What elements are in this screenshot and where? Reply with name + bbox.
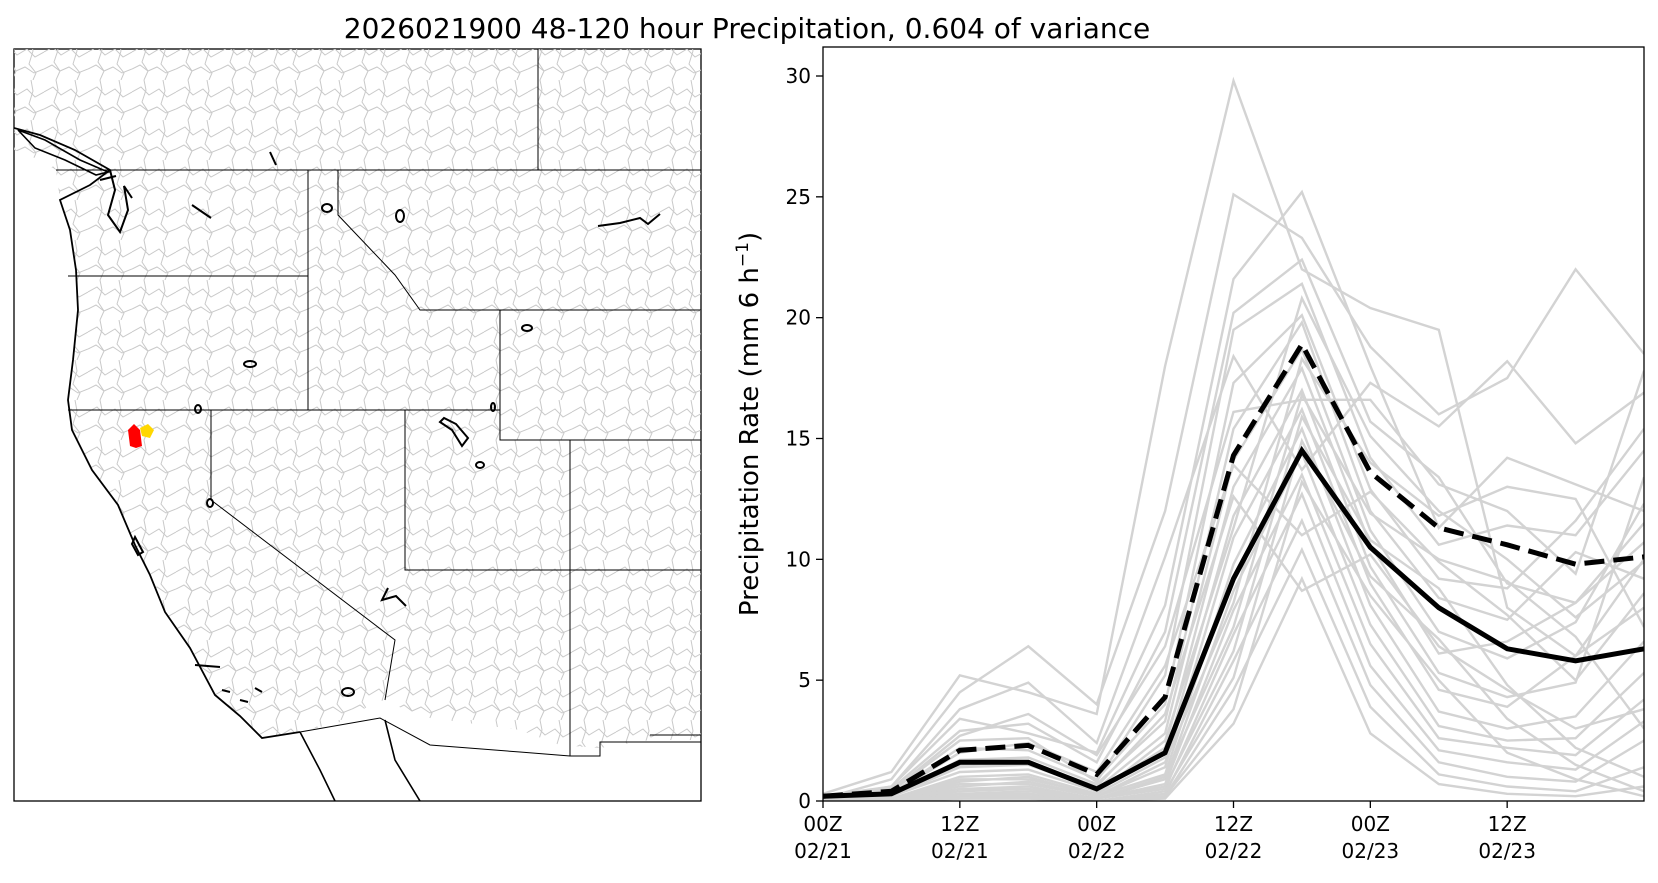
x-axis-ticks: 00Z 02/21 12Z 02/21 00Z 02/22 12Z 02/22 00Z 02/23…: [794, 801, 1536, 863]
figure-title: 2026021900 48-120 hour Precipitation, 0.…: [344, 12, 1150, 45]
y-tick-label: 15: [786, 427, 811, 451]
land-basins: [56, 170, 701, 748]
y-axis-label-superscript: −1: [733, 242, 753, 267]
baja-coast: [299, 719, 421, 801]
ensemble-members: [823, 76, 1644, 801]
x-tick-time-label: 00Z: [1351, 812, 1390, 836]
member-line-12: [823, 425, 1644, 801]
member-line-25: [823, 391, 1644, 801]
member-line-4: [823, 257, 1644, 800]
x-tick-date-label: 02/21: [931, 839, 989, 863]
highlighted-basin-red: [128, 424, 142, 448]
upper-percentile-line: [823, 339, 1644, 799]
member-line-11: [823, 406, 1644, 801]
map-panel: [13, 48, 702, 802]
member-line-27: [823, 437, 1644, 801]
y-tick-label: 5: [798, 668, 811, 692]
y-axis-label-close: ): [735, 232, 765, 242]
member-line-3: [823, 189, 1644, 798]
y-tick-label: 30: [786, 64, 811, 88]
y-axis-ticks: 0 5 10 15 20 25 30: [786, 64, 823, 813]
x-tick-date-label: 02/21: [794, 839, 852, 863]
member-line-9: [823, 365, 1644, 801]
borders: [56, 49, 701, 757]
ensemble-mean-line: [823, 445, 1644, 799]
y-tick-label: 25: [786, 185, 811, 209]
x-tick-date-label: 02/22: [1068, 839, 1126, 863]
member-line-28: [823, 479, 1644, 801]
lakes: [130, 151, 661, 703]
y-tick-label: 20: [786, 306, 811, 330]
x-tick-date-label: 02/23: [1342, 839, 1400, 863]
member-line-2: [823, 192, 1644, 800]
x-tick-time-label: 12Z: [1214, 812, 1253, 836]
member-line-20: [823, 370, 1644, 800]
plot-lines: [823, 76, 1644, 801]
member-line-23: [823, 295, 1644, 801]
x-tick-time-label: 12Z: [1488, 812, 1527, 836]
highlighted-basin-yellow: [140, 424, 154, 438]
member-line-19: [823, 353, 1644, 800]
plot-frame: [822, 46, 1645, 802]
canada-basins: [14, 49, 701, 170]
x-tick-time-label: 00Z: [1077, 812, 1116, 836]
member-line-10: [823, 387, 1644, 801]
member-line-26: [823, 413, 1644, 801]
x-tick-date-label: 02/23: [1478, 839, 1536, 863]
pacific-coastline: [14, 127, 301, 739]
member-line-24: [823, 355, 1644, 801]
y-axis-label: Precipitation Rate (mm 6 h−1): [733, 232, 765, 616]
member-line-1: [823, 76, 1644, 795]
x-tick-time-label: 12Z: [940, 812, 979, 836]
x-tick-date-label: 02/22: [1205, 839, 1263, 863]
member-line-14: [823, 471, 1644, 801]
puget-sound: [99, 169, 133, 235]
chart-panel: 0 5 10 15 20 25 30 00Z 02/21 12Z 02/21 00Z 02/22 12Z…: [733, 46, 1645, 863]
member-line-5: [823, 281, 1644, 798]
y-tick-label: 0: [798, 789, 811, 813]
vancouver-island: [17, 129, 111, 176]
x-tick-time-label: 00Z: [803, 812, 842, 836]
y-tick-label: 10: [786, 547, 811, 571]
